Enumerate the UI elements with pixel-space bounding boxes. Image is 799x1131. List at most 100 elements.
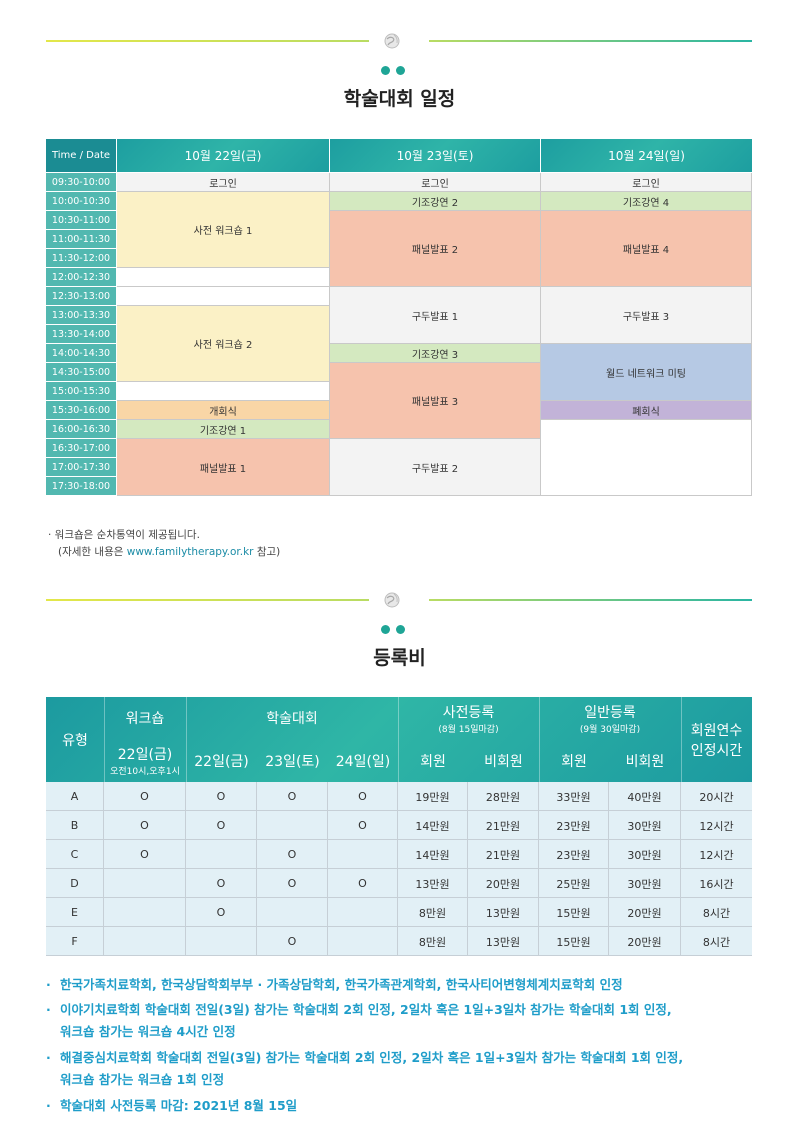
fee-header-regular-member: 회원: [561, 753, 587, 770]
fee-cell: O: [186, 782, 257, 811]
fee-header-regular-nonmember: 비회원: [625, 753, 665, 770]
fee-cell: 16시간: [699, 877, 734, 891]
time-slot: 15:30-16:00: [46, 401, 116, 420]
fee-row: D O O O 13만원 20만원 25만원 30만원 16시간: [46, 869, 752, 898]
fee-cell: 13만원: [398, 869, 468, 898]
fee-cell: 20만원: [468, 869, 539, 898]
early-deadline: (8월 15일마감): [438, 724, 499, 735]
fee-cell: 40만원: [609, 782, 681, 811]
fee-cell: O: [328, 782, 398, 811]
schedule-table: Time / Date 10월 22일(금) 10월 23일(토) 10월 24…: [46, 139, 752, 502]
fee-cell: O: [257, 840, 328, 869]
bullet-text: 한국가족치료학회, 한국상담학회부부 · 가족상담학회, 한국가족관계학회, 한…: [60, 977, 623, 992]
fee-type: D: [46, 869, 104, 898]
fee-row: F O 8만원 13만원 15만원 20만원 8시간: [46, 927, 752, 956]
fee-cell: O: [328, 811, 398, 840]
fee-cell: O: [328, 869, 398, 898]
fee-cell: 15만원: [539, 927, 609, 956]
fee-header-workshop-day: 22일(금) 오전10시,오후1시: [104, 739, 186, 782]
session-day1: 패널발표 1: [117, 439, 330, 496]
bullet-dot-icon: ·: [46, 1050, 51, 1065]
note-bullet: · 이야기치료학회 학술대회 전일(3일) 참가는 학술대회 2회 인정, 2일차…: [46, 1000, 766, 1020]
fee-cell: O: [186, 898, 257, 927]
fee-cell: 8만원: [398, 927, 468, 956]
fee-cell: 15만원: [539, 898, 609, 927]
time-slot: 12:00-12:30: [46, 268, 116, 287]
session-day1: 사전 워크숍 2: [117, 306, 330, 382]
time-slot: 11:30-12:00: [46, 249, 116, 268]
credit-label-1: 회원연수: [690, 722, 743, 739]
fee-type: C: [46, 840, 104, 869]
fee-cell: O: [104, 782, 186, 811]
fee-cell: [328, 927, 398, 956]
session-day3: 패널발표 4: [541, 211, 752, 287]
fee-row: C O O 14만원 21만원 23만원 30만원 12시간: [46, 840, 752, 869]
fee-row: A O O O O 19만원 28만원 33만원 40만원 20시간: [46, 782, 752, 811]
workshop-day-label: 22일(금): [117, 747, 173, 763]
time-slot: 10:00-10:30: [46, 192, 116, 211]
fee-cell: 20시간: [699, 790, 734, 804]
note-bullet: · 학술대회 사전등록 마감: 2021년 8월 15일: [46, 1096, 766, 1116]
fee-type: B: [46, 811, 104, 840]
fee-cell: 25만원: [539, 869, 609, 898]
fee-cell: 8시간: [702, 935, 731, 949]
fee-cell: 19만원: [398, 782, 468, 811]
fee-cell: [186, 840, 257, 869]
fee-cell: [186, 927, 257, 956]
fee-type: A: [46, 782, 104, 811]
empty-slot: [117, 287, 330, 306]
session-day2: 구두발표 2: [330, 439, 541, 496]
fee-header-early: 사전등록 (8월 15일마감): [398, 697, 539, 739]
fee-cell: 14만원: [398, 811, 468, 840]
workshop-time-label: 오전10시,오후1시: [110, 767, 180, 777]
fee-cell: [257, 811, 328, 840]
regular-deadline: (9월 30일마감): [579, 724, 641, 735]
fee-cell: O: [257, 782, 328, 811]
website-link[interactable]: www.familytherapy.or.kr: [126, 546, 254, 558]
fee-cell: [104, 927, 186, 956]
fee-cell: 23만원: [539, 840, 609, 869]
time-slot: 17:30-18:00: [46, 477, 116, 496]
bullet-dot-icon: ·: [46, 1098, 51, 1113]
fee-cell: [257, 898, 328, 927]
empty-slot: [117, 382, 330, 401]
time-slot: 14:30-15:00: [46, 363, 116, 382]
note-interpretation: · 워크숍은 순차통역이 제공됩니다.: [48, 529, 200, 541]
fee-header-regular: 일반등록 (9월 30일마감): [539, 697, 681, 739]
fee-cell: [328, 898, 398, 927]
fee-cell: 12시간: [699, 848, 734, 862]
fee-cell: O: [104, 811, 186, 840]
bullet-dot-icon: ·: [46, 977, 51, 992]
bullet-text: 학술대회 사전등록 마감: 2021년 8월 15일: [60, 1098, 298, 1113]
fee-cell: 14만원: [398, 840, 468, 869]
fee-cell: 13만원: [468, 927, 539, 956]
fee-cell: 30만원: [609, 811, 681, 840]
time-slot: 13:30-14:00: [46, 325, 116, 344]
fee-header-credit: 회원연수 인정시간: [681, 697, 752, 782]
globe-icon: [384, 33, 400, 49]
time-slot: 14:00-14:30: [46, 344, 116, 363]
session-day3: 폐회식: [541, 401, 752, 420]
fee-cell: 21만원: [468, 840, 539, 869]
fee-cell: 21만원: [468, 811, 539, 840]
fee-header-conference: 학술대회: [266, 711, 318, 727]
title-dots: [381, 66, 411, 75]
header-day3: 10월 24일(일): [541, 139, 752, 172]
fee-cell: 30만원: [609, 869, 681, 898]
bullet-dot-icon: ·: [46, 1002, 51, 1017]
section-divider: [46, 32, 752, 49]
session-day2: 패널발표 2: [330, 211, 541, 287]
fee-cell: 23만원: [539, 811, 609, 840]
bullet-text: 이야기치료학회 학술대회 전일(3일) 참가는 학술대회 2회 인정, 2일차 …: [60, 1002, 672, 1017]
time-slot: 17:00-17:30: [46, 458, 116, 477]
session-day2: 로그인: [330, 173, 541, 192]
time-slot: 09:30-10:00: [46, 173, 116, 192]
fee-cell: O: [186, 869, 257, 898]
early-label: 사전등록: [442, 704, 495, 721]
fee-row: B O O O 14만원 21만원 23만원 30만원 12시간: [46, 811, 752, 840]
fee-header-type: 유형: [62, 732, 88, 749]
session-day1: 사전 워크숍 1: [117, 192, 330, 268]
fee-header-early-member: 회원: [420, 753, 446, 770]
fee-cell: [104, 898, 186, 927]
time-slot: 15:00-15:30: [46, 382, 116, 401]
